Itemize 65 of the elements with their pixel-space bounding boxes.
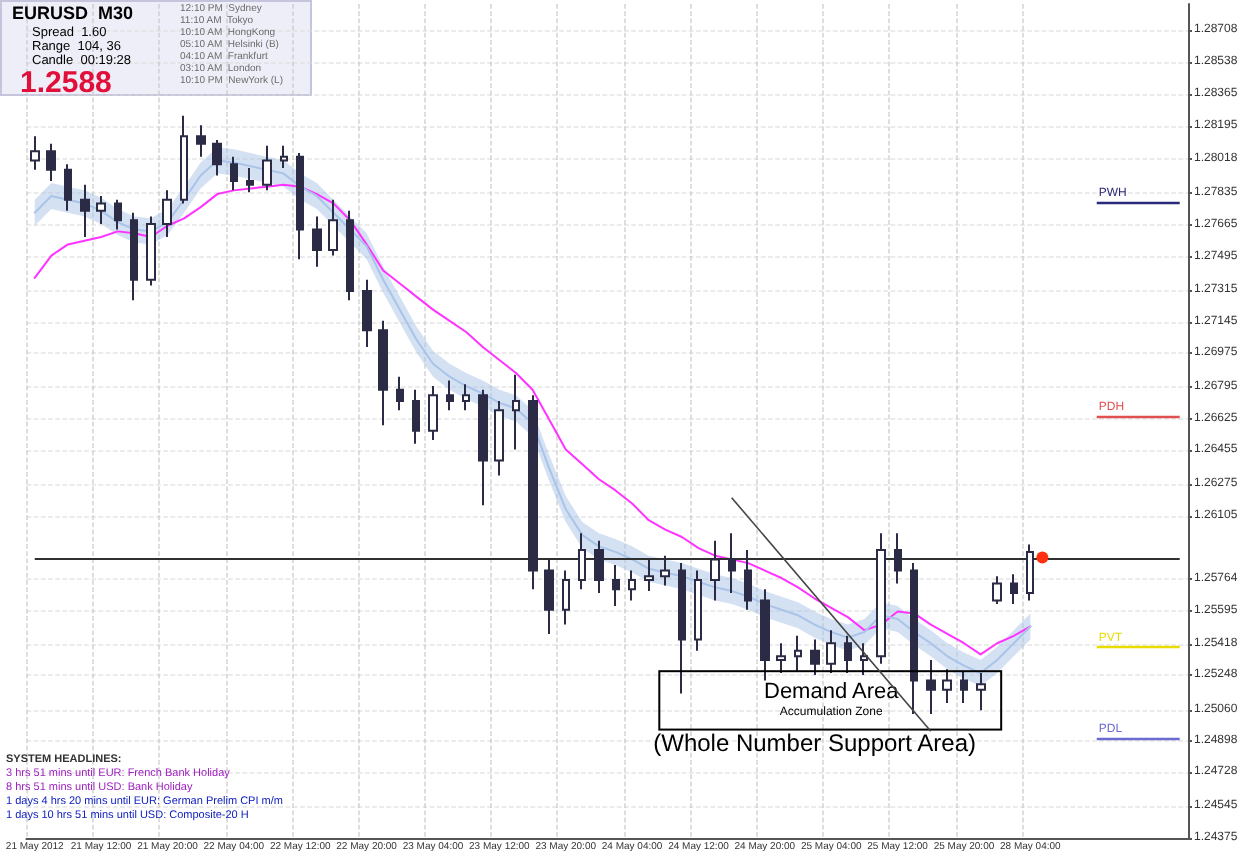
candlestick [810, 638, 820, 676]
candlestick [180, 114, 188, 205]
candlestick [678, 562, 686, 695]
candlestick [876, 532, 886, 665]
candlestick [130, 211, 138, 302]
candlestick [644, 558, 654, 593]
candlestick [710, 539, 720, 602]
candlestick [512, 373, 520, 451]
candlestick [860, 642, 868, 676]
candlestick [328, 198, 338, 257]
candlestick [844, 634, 852, 675]
candlestick [794, 634, 802, 673]
candlestick [578, 532, 586, 591]
candlestick [494, 399, 504, 477]
candlestick [910, 562, 918, 716]
candlestick [926, 659, 936, 716]
candlestick [1010, 573, 1018, 606]
candlestick [960, 670, 968, 704]
candlestick [562, 569, 570, 626]
candlestick [694, 569, 702, 652]
candlestick [612, 563, 620, 607]
candlestick [776, 642, 786, 675]
candlestick [246, 167, 254, 194]
candlestick [96, 194, 106, 225]
candlestick [976, 672, 986, 712]
candlestick [728, 532, 736, 594]
candlestick [378, 319, 388, 427]
candlestick [114, 198, 122, 231]
candlestick [744, 549, 752, 611]
annotation: EURUSD M30 [12, 3, 134, 23]
candlestick [992, 575, 1002, 606]
candlestick [428, 385, 438, 442]
candlestick [760, 588, 770, 682]
candlestick [1026, 543, 1034, 602]
candlestick [362, 278, 372, 348]
candlestick [826, 629, 836, 675]
candlestick [544, 558, 554, 635]
candlestick [64, 163, 72, 212]
candlestick [446, 379, 454, 412]
candlestick [478, 388, 488, 507]
candlestick [894, 532, 902, 585]
candlestick [312, 215, 322, 268]
candlestick [528, 394, 538, 591]
annotation: 1.2588 [20, 66, 112, 100]
candlestick [660, 554, 670, 587]
candlestick [196, 124, 206, 158]
candlestick [628, 569, 636, 602]
candlestick [30, 135, 40, 171]
candlestick [462, 383, 470, 412]
candlestick [262, 144, 272, 192]
candlestick [346, 209, 354, 302]
candlestick [46, 142, 56, 183]
annotation: Demand Area [763, 680, 901, 705]
candlestick [212, 139, 222, 177]
candlestick [162, 189, 172, 238]
candlestick [146, 215, 156, 287]
candlestick [396, 375, 404, 412]
candlestick [296, 152, 304, 261]
annotation: (Whole Number Support Area) [653, 729, 977, 758]
candlestick [412, 388, 420, 445]
candlestick [594, 539, 604, 594]
candlestick [942, 668, 952, 704]
candlestick [80, 183, 90, 238]
candlestick [280, 144, 288, 169]
candlestick [230, 155, 238, 192]
